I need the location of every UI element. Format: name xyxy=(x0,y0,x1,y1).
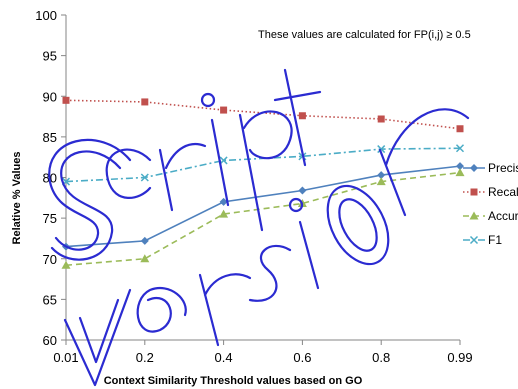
chart-annotation: These values are calculated for FP(i,j) … xyxy=(258,29,471,41)
y-tick-label: 70 xyxy=(43,252,57,267)
y-tick-label: 85 xyxy=(43,130,57,145)
legend-f1-point xyxy=(471,237,478,244)
legend-item-f1: F1 xyxy=(463,233,502,247)
y-tick-label: 100 xyxy=(35,8,57,23)
chart-axes xyxy=(61,15,460,345)
x-tick-label: 0.01 xyxy=(53,350,78,365)
y-tick-label: 90 xyxy=(43,89,57,104)
series-recall xyxy=(63,97,464,132)
chart-series xyxy=(62,97,465,269)
x-tick-label: 0.4 xyxy=(215,350,233,365)
legend-item-precision: Precision xyxy=(463,161,518,175)
x-tick-labels: 0.01 0.2 0.4 0.6 0.8 0.99 xyxy=(53,350,472,365)
legend-label: Accuracy xyxy=(488,209,518,223)
legend-item-recall: Recall xyxy=(463,185,518,199)
legend-precision-point xyxy=(470,164,478,172)
series-precision xyxy=(62,162,464,250)
x-axis-title: Context Similarity Threshold values base… xyxy=(104,375,363,387)
legend-label: F1 xyxy=(488,233,502,247)
x-tick-label: 0.99 xyxy=(447,350,472,365)
series-recall-point xyxy=(141,98,148,105)
x-tick-label: 0.6 xyxy=(293,350,311,365)
y-tick-label: 60 xyxy=(43,333,57,348)
y-tick-label: 95 xyxy=(43,49,57,64)
legend-recall-point xyxy=(471,189,478,196)
series-recall-point xyxy=(63,97,70,104)
series-recall-point xyxy=(457,125,464,132)
series-recall-point xyxy=(299,112,306,119)
x-tick-label: 0.8 xyxy=(372,350,390,365)
x-tick-label: 0.2 xyxy=(136,350,154,365)
watermark xyxy=(49,70,468,385)
y-axis-title: Relative % Values xyxy=(11,152,23,245)
legend-label: Recall xyxy=(488,185,518,199)
series-precision-point xyxy=(298,187,306,195)
legend-item-accuracy: Accuracy xyxy=(463,209,518,223)
legend-label: Precision xyxy=(488,161,518,175)
series-recall-line xyxy=(66,100,460,128)
series-recall-point xyxy=(378,116,385,123)
y-tick-label: 75 xyxy=(43,211,57,226)
chart-legend: Precision Recall Accuracy F1 xyxy=(463,161,518,247)
y-tick-label: 65 xyxy=(43,292,57,307)
series-recall-point xyxy=(220,107,227,114)
series-precision-point xyxy=(141,237,149,245)
series-f1-line xyxy=(66,148,460,181)
series-accuracy-point xyxy=(456,168,465,176)
